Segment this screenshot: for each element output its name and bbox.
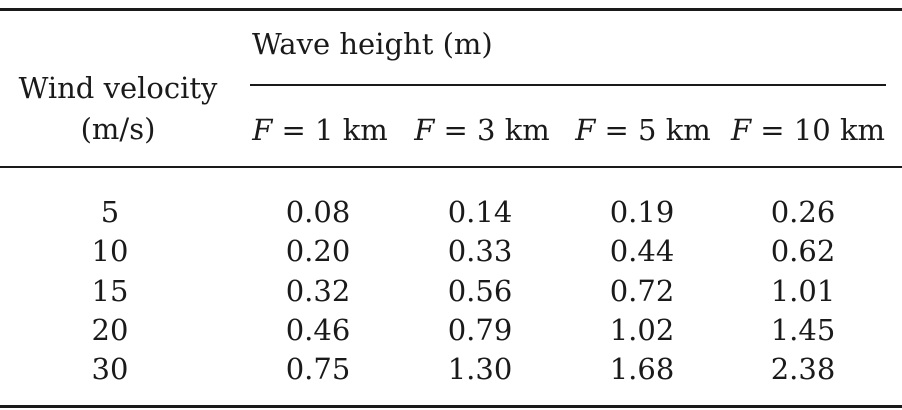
- table-cell: 10: [91, 234, 129, 268]
- group-header-rule: [250, 84, 886, 86]
- table-cell: 0.72: [609, 274, 675, 308]
- table-cell: 5: [100, 195, 120, 229]
- table-cell: 1.45: [770, 313, 836, 347]
- table-cell: 0.20: [285, 234, 351, 268]
- column-header: F = 10 km: [730, 113, 886, 147]
- table-cell: 0.44: [609, 234, 675, 268]
- column-header: F = 3 km: [414, 113, 550, 147]
- table-cell: 0.46: [285, 313, 351, 347]
- stub-header-line-1: Wind velocity: [18, 71, 218, 105]
- table-cell: 1.02: [609, 313, 675, 347]
- table-cell: 0.32: [285, 274, 351, 308]
- bottom-rule: [0, 405, 902, 408]
- table-cell: 20: [91, 313, 129, 347]
- table-cell: 0.14: [447, 195, 513, 229]
- table-cell: 30: [91, 352, 129, 386]
- table-cell: 1.30: [447, 352, 513, 386]
- stub-header-line-2: (m/s): [80, 112, 156, 146]
- header-rule: [0, 166, 902, 168]
- column-header: F = 1 km: [252, 113, 388, 147]
- group-header: Wave height (m): [252, 27, 493, 61]
- top-rule: [0, 8, 902, 11]
- table-cell: 0.75: [285, 352, 351, 386]
- table-cell: 2.38: [770, 352, 836, 386]
- table-cell: 0.62: [770, 234, 836, 268]
- table-cell: 0.08: [285, 195, 351, 229]
- table-cell: 0.56: [447, 274, 513, 308]
- table-cell: 0.19: [609, 195, 675, 229]
- table-cell: 1.01: [770, 274, 836, 308]
- table-cell: 0.33: [447, 234, 513, 268]
- table-cell: 0.79: [447, 313, 513, 347]
- table-cell: 1.68: [609, 352, 675, 386]
- table-cell: 15: [91, 274, 129, 308]
- table-cell: 0.26: [770, 195, 836, 229]
- column-header: F = 5 km: [575, 113, 711, 147]
